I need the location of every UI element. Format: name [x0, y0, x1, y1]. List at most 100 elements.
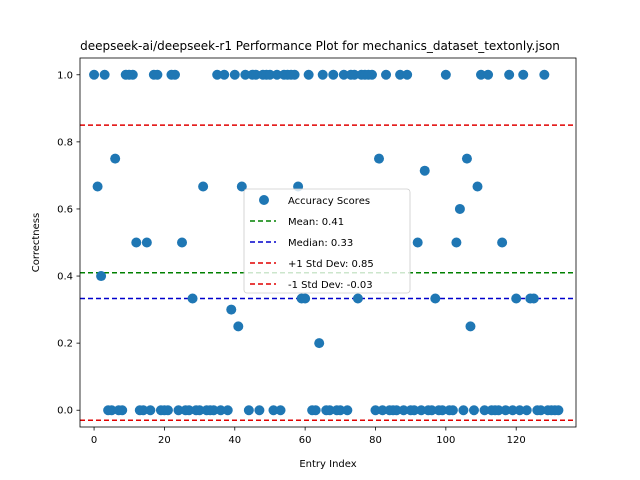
data-point — [504, 69, 515, 80]
data-point — [117, 405, 128, 416]
data-point — [366, 69, 377, 80]
data-point — [229, 69, 240, 80]
data-point — [335, 405, 346, 416]
data-point — [184, 405, 195, 416]
y-axis-label: Correctness — [31, 213, 42, 272]
data-point — [92, 181, 103, 192]
chart-title: deepseek-ai/deepseek-r1 Performance Plot… — [80, 39, 560, 53]
x-tick-label: 120 — [507, 435, 526, 446]
data-point — [493, 405, 504, 416]
legend-label-median: Median: 0.33 — [288, 238, 353, 249]
data-point — [99, 69, 110, 80]
data-point — [226, 304, 237, 315]
data-point — [447, 405, 458, 416]
data-point — [391, 405, 402, 416]
data-point — [507, 405, 518, 416]
data-point — [472, 181, 483, 192]
legend-marker-scatter — [259, 195, 269, 205]
data-point — [162, 405, 173, 416]
data-point — [514, 405, 525, 416]
data-point — [521, 405, 532, 416]
data-point — [511, 293, 522, 304]
data-point — [169, 69, 180, 80]
data-point — [500, 405, 511, 416]
data-point — [370, 405, 381, 416]
y-tick-label: 0.0 — [57, 406, 73, 417]
data-point — [338, 69, 349, 80]
data-point — [483, 69, 494, 80]
data-point — [268, 405, 279, 416]
data-point — [303, 69, 314, 80]
plot-frame — [79, 57, 577, 428]
data-point — [219, 69, 230, 80]
data-point — [110, 153, 121, 164]
legend-label-mean: Mean: 0.41 — [288, 217, 344, 228]
data-point — [398, 405, 409, 416]
data-point — [539, 69, 550, 80]
data-point — [222, 405, 233, 416]
data-point — [352, 293, 363, 304]
data-point — [173, 405, 184, 416]
data-point — [451, 237, 462, 248]
data-point — [461, 153, 472, 164]
data-point — [131, 237, 142, 248]
data-point — [138, 405, 149, 416]
data-point — [342, 405, 353, 416]
x-tick-label: 20 — [158, 435, 171, 446]
data-point — [416, 405, 427, 416]
legend-label-minus-std: -1 Std Dev: -0.03 — [288, 280, 373, 291]
data-point — [476, 69, 487, 80]
data-point — [187, 293, 198, 304]
data-point — [426, 405, 437, 416]
y-tick-label: 0.4 — [57, 272, 73, 283]
data-point — [381, 69, 392, 80]
data-point — [271, 69, 282, 80]
data-point — [479, 405, 490, 416]
data-point — [409, 405, 420, 416]
legend-label-plus-std: +1 Std Dev: 0.85 — [288, 259, 374, 270]
data-point — [264, 69, 275, 80]
data-point — [412, 237, 423, 248]
data-point — [106, 405, 117, 416]
data-point — [465, 321, 476, 332]
data-point — [419, 165, 430, 176]
x-tick-label: 80 — [369, 435, 382, 446]
x-tick-label: 40 — [228, 435, 241, 446]
legend: Accuracy Scores Mean: 0.41 Median: 0.33 … — [243, 188, 411, 294]
x-axis-label: Entry Index — [299, 459, 356, 470]
y-tick-label: 1.0 — [57, 70, 73, 81]
data-point — [233, 321, 244, 332]
data-point — [96, 271, 107, 282]
x-tick-label: 60 — [299, 435, 312, 446]
data-point — [454, 203, 465, 214]
data-point — [212, 69, 223, 80]
data-point — [208, 405, 219, 416]
scatter-points — [89, 69, 564, 416]
data-point — [468, 405, 479, 416]
data-point — [141, 237, 152, 248]
data-point — [430, 293, 441, 304]
data-point — [289, 69, 300, 80]
y-axis: 0.0 0.2 0.4 0.6 0.8 1.0 — [57, 70, 80, 417]
data-point — [528, 293, 539, 304]
data-point — [177, 237, 188, 248]
data-point — [328, 69, 339, 80]
data-point — [89, 69, 100, 80]
data-point — [215, 405, 226, 416]
data-point — [254, 405, 265, 416]
data-point — [236, 181, 247, 192]
data-point — [437, 405, 448, 416]
x-axis: 0 20 40 60 80 100 120 — [91, 427, 526, 446]
data-point — [317, 69, 328, 80]
data-point — [402, 69, 413, 80]
data-point — [194, 405, 205, 416]
legend-label-accuracy: Accuracy Scores — [288, 196, 370, 207]
data-point — [518, 69, 529, 80]
data-point — [440, 69, 451, 80]
data-point — [535, 405, 546, 416]
y-tick-label: 0.6 — [57, 204, 73, 215]
data-point — [324, 405, 335, 416]
y-tick-label: 0.8 — [57, 137, 73, 148]
data-point — [314, 338, 325, 349]
